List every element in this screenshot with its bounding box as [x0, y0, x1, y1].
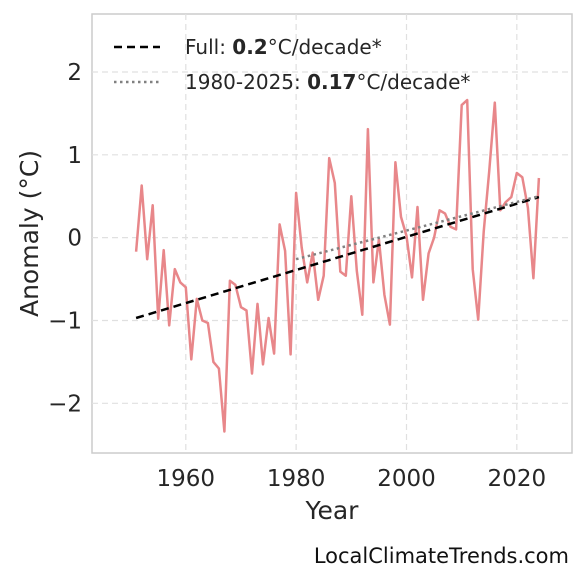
y-tick-label: −1: [48, 308, 82, 334]
legend-recent-prefix: 1980-2025:: [185, 70, 307, 94]
x-tick-label: 2020: [488, 466, 547, 492]
series-line-trend-full: [135, 195, 540, 320]
series-line-annual: [134, 98, 541, 433]
y-axis-label: Anomaly (°C): [15, 150, 44, 317]
legend-full-rate: 0.2: [232, 35, 267, 59]
x-tick-label: 1960: [157, 466, 216, 492]
legend: Full: 0.2°C/decade* 1980-2025: 0.17°C/de…: [114, 35, 470, 94]
plot-frame: [91, 13, 573, 454]
legend-full-suffix: °C/decade*: [268, 35, 382, 59]
y-tick-label: 1: [67, 143, 82, 169]
grid: [92, 14, 572, 453]
legend-full-prefix: Full:: [185, 35, 232, 59]
tick-layer: 1960 1980 2000 2020 −2 −1 0 1 2: [48, 60, 546, 492]
legend-recent-suffix: °C/decade*: [356, 70, 470, 94]
x-tick-label: 1980: [267, 466, 326, 492]
x-tick-label: 2000: [377, 466, 436, 492]
legend-recent-rate: 0.17: [307, 70, 356, 94]
series-layer: [134, 98, 541, 433]
y-tick-label: −2: [48, 391, 82, 417]
legend-entry-full: Full: 0.2°C/decade*: [185, 35, 382, 59]
y-tick-label: 0: [67, 226, 82, 252]
legend-entry-recent: 1980-2025: 0.17°C/decade*: [185, 70, 470, 94]
y-tick-label: 2: [67, 60, 82, 86]
x-axis-label: Year: [305, 496, 360, 525]
site-credit: LocalClimateTrends.com: [313, 544, 569, 568]
